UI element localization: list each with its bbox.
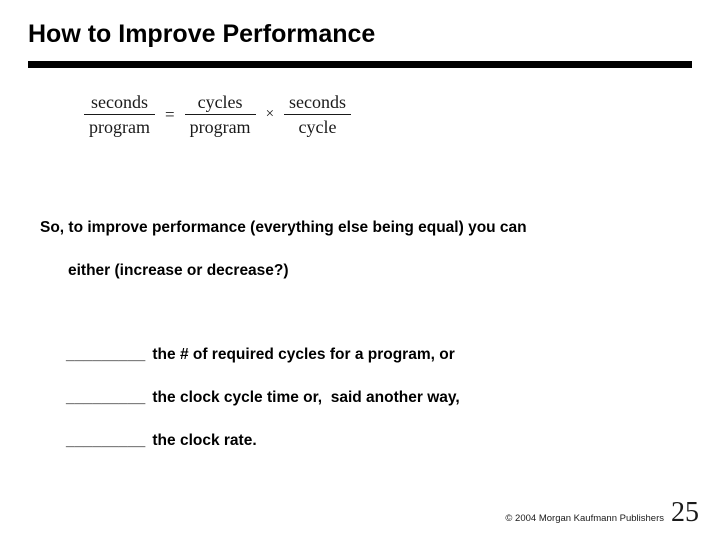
page-title: How to Improve Performance — [28, 20, 376, 48]
fill-in-text: the # of required cycles for a program, … — [152, 346, 455, 363]
blank-underscores: _________ — [66, 389, 146, 406]
performance-equation: seconds program = cycles program × secon… — [84, 92, 352, 137]
fraction-denominator: program — [189, 116, 251, 137]
fraction-bar — [184, 113, 256, 115]
fill-in-line-clock-cycle-time: _________ the clock cycle time or, said a… — [66, 389, 460, 407]
fraction-seconds-per-program: seconds program — [84, 93, 155, 137]
fraction-numerator: seconds — [90, 92, 148, 112]
fraction-numerator: cycles — [197, 92, 243, 112]
blank-underscores: _________ — [66, 346, 146, 363]
fraction-cycles-per-program: cycles program — [184, 92, 256, 137]
fill-in-line-cycles: _________ the # of required cycles for a … — [66, 346, 455, 364]
body-subintro-text: either (increase or decrease?) — [68, 262, 289, 279]
body-intro-text: So, to improve performance (everything e… — [40, 219, 527, 236]
page-number: 25 — [671, 497, 699, 528]
fraction-bar — [84, 113, 155, 115]
fill-in-text: the clock rate. — [152, 432, 257, 449]
blank-underscores: _________ — [66, 432, 146, 449]
fraction-bar — [284, 113, 352, 115]
fraction-numerator: seconds — [289, 92, 347, 112]
fraction-seconds-per-cycle: seconds cycle — [284, 92, 352, 137]
fill-in-line-clock-rate: _________ the clock rate. — [66, 432, 257, 450]
multiplication-sign: × — [265, 106, 275, 123]
fraction-denominator: cycle — [298, 116, 337, 137]
equals-sign: = — [164, 104, 175, 124]
title-underline-bar — [28, 61, 692, 68]
slide-footer: © 2004 Morgan Kaufmann Publishers 25 — [505, 499, 699, 527]
fraction-denominator: program — [89, 116, 150, 137]
copyright-text: © 2004 Morgan Kaufmann Publishers — [505, 513, 664, 524]
fill-in-text: the clock cycle time or, said another wa… — [152, 389, 460, 406]
